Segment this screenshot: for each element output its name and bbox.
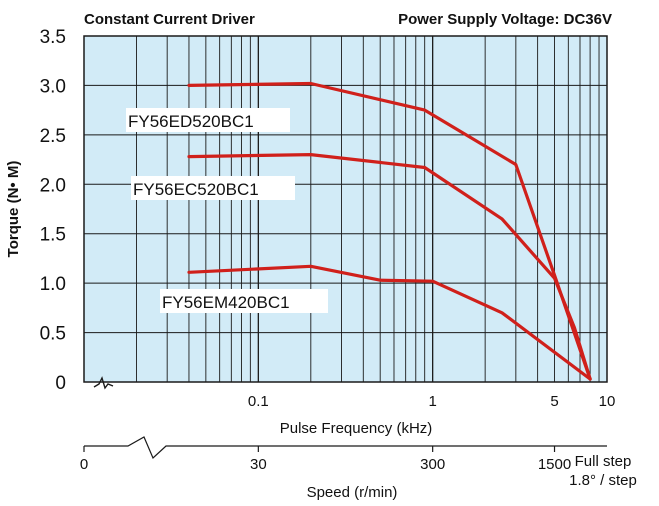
speed-axis: 0 30 300 1500 Speed (r/min) Full step 1.8° … [80, 436, 637, 501]
x-axis-break-mark [93, 376, 114, 390]
series-label-em: FY56EM420BC1 [160, 289, 328, 313]
series-label-ed-text: FY56ED520BC1 [128, 112, 254, 131]
speed-tick-label: 300 [420, 456, 445, 473]
y-tick-label: 2.0 [40, 175, 66, 196]
y-tick-labels: 0 0.5 1.0 1.5 2.0 2.5 3.0 3.5 [40, 27, 66, 394]
series-label-em-text: FY56EM420BC1 [162, 293, 290, 312]
series-label-ec-text: FY56EC520BC1 [133, 180, 259, 199]
horizontal-gridlines [84, 84, 607, 334]
y-tick-label: 1.5 [40, 225, 66, 246]
speed-tick-label: 0 [80, 456, 88, 473]
x-axis-label: Pulse Frequency (kHz) [280, 420, 433, 437]
x-tick-label: 10 [599, 393, 616, 410]
speed-axis-line [84, 436, 607, 460]
speed-axis-label: Speed (r/min) [307, 484, 398, 501]
x-tick-label: 5 [550, 393, 558, 410]
x-tick-label: 1 [428, 393, 436, 410]
series-line-1 [187, 153, 592, 381]
y-tick-label: 0.5 [40, 324, 66, 345]
speed-tick-label: 1500 [538, 456, 571, 473]
speed-note-line2: 1.8° / step [569, 472, 637, 489]
y-tick-label: 1.0 [40, 274, 66, 295]
x-tick-labels: 0.1 1 5 10 [248, 393, 615, 410]
x-tick-label: 0.1 [248, 393, 269, 410]
series-label-em-box [160, 289, 328, 313]
plot-area [84, 36, 607, 382]
series-group [187, 81, 592, 381]
speed-tick-label: 30 [250, 456, 267, 473]
series-label-ec: FY56EC520BC1 [131, 176, 295, 200]
vertical-gridlines [136, 36, 600, 382]
speed-axis-ticks: 0 30 300 1500 [80, 446, 571, 473]
y-tick-label: 0 [55, 373, 66, 394]
series-line-2 [187, 264, 592, 381]
chart-header-left: Constant Current Driver [84, 11, 255, 28]
plot-frame [83, 35, 608, 383]
series-label-ed-box [126, 108, 290, 132]
speed-note-line1: Full step [575, 453, 632, 470]
series-label-ed: FY56ED520BC1 [126, 108, 290, 132]
y-tick-label: 3.5 [40, 27, 66, 48]
series-label-ec-box [131, 176, 295, 200]
y-tick-label: 2.5 [40, 126, 66, 147]
y-axis-label: Torque (N• M) [5, 161, 22, 258]
y-tick-label: 3.0 [40, 76, 66, 97]
chart-header-right: Power Supply Voltage: DC36V [398, 11, 612, 28]
